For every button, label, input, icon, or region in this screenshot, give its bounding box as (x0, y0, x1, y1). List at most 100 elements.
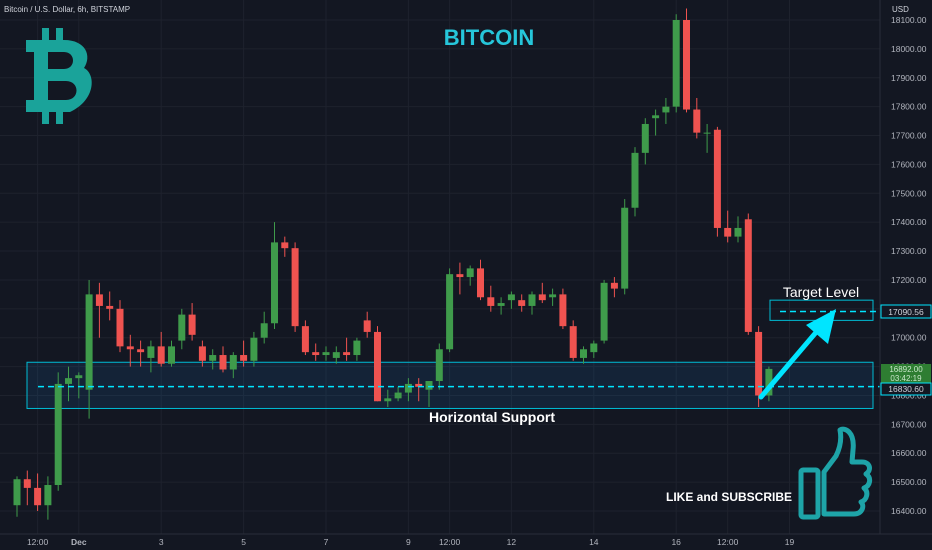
candle (188, 303, 196, 341)
time-tick-label: 12:00 (717, 537, 739, 547)
candle (250, 331, 258, 367)
candle (147, 340, 155, 373)
candle (374, 326, 381, 402)
time-tick-label: 12:00 (439, 537, 461, 547)
candle (363, 311, 371, 338)
candle (631, 147, 639, 217)
candle (641, 118, 649, 165)
price-lines (38, 310, 880, 388)
candle (229, 352, 237, 379)
candle (137, 340, 145, 367)
candle (219, 346, 227, 373)
candle (744, 213, 752, 335)
candle-body (734, 227, 742, 237)
candle-body (168, 346, 175, 364)
candle (672, 14, 680, 113)
candle (621, 199, 629, 295)
candle (466, 265, 474, 286)
price-tick-label: 16600.00 (891, 448, 927, 458)
candle-body (332, 352, 340, 358)
price-tick-label: 18000.00 (891, 44, 927, 54)
candle-body (54, 383, 62, 486)
candle (446, 268, 454, 353)
candle-body (631, 152, 639, 208)
candle-body (126, 346, 134, 350)
candle-body (713, 129, 721, 228)
candle-body (641, 123, 649, 153)
candle-body (374, 331, 381, 402)
candle-body (755, 331, 763, 396)
candle (662, 97, 670, 124)
candle (312, 343, 320, 361)
candle-body (446, 274, 454, 350)
time-tick-label: 12:00 (27, 537, 49, 547)
candle-body (610, 282, 618, 289)
candle (528, 291, 536, 315)
target-price-tag: 17090.56 (880, 304, 932, 319)
candle (703, 123, 711, 153)
candle-body (580, 349, 587, 358)
candle (198, 340, 206, 367)
price-tick-label: 17400.00 (891, 217, 927, 227)
candle-body (693, 109, 701, 133)
candle-body (528, 294, 536, 306)
candle-body (600, 282, 608, 341)
candle (580, 346, 587, 364)
candle-body (291, 248, 299, 327)
candle (260, 311, 268, 344)
candle-body (683, 20, 690, 110)
candle-body (456, 274, 464, 278)
candle-body (353, 340, 361, 356)
candle (168, 340, 175, 367)
price-tick-label: 17700.00 (891, 131, 927, 141)
time-tick-label: 12 (507, 537, 517, 547)
candle (126, 334, 134, 367)
candle-body (312, 352, 320, 356)
candle-body (652, 115, 660, 119)
candle (724, 210, 732, 243)
candle-body (425, 381, 433, 390)
candle-body (209, 355, 217, 361)
price-axis[interactable]: 16400.0016500.0016600.0016700.0016800.00… (891, 15, 927, 516)
candle (291, 242, 299, 332)
bitcoin-logo-icon (26, 28, 92, 124)
candle (755, 326, 763, 408)
candle-body (435, 349, 443, 382)
candle (693, 97, 701, 139)
candle (559, 288, 567, 330)
candle (116, 300, 124, 353)
candle (404, 378, 412, 402)
candle-body (23, 479, 31, 488)
candle-body (590, 343, 598, 353)
countdown-text: 03:42:19 (890, 374, 922, 383)
candle-body (147, 346, 155, 358)
thumbs-up-icon[interactable] (798, 426, 873, 520)
price-tick-label: 17500.00 (891, 188, 927, 198)
support-price-text: 16830.60 (888, 384, 924, 394)
candle (477, 259, 484, 301)
candle-body (219, 355, 227, 370)
candle-body (13, 479, 21, 506)
candle (384, 389, 392, 408)
candle-body (85, 294, 93, 390)
candle-body (569, 326, 577, 358)
candle (569, 320, 577, 361)
candle (332, 346, 340, 364)
price-tick-label: 17600.00 (891, 159, 927, 169)
time-tick-label: 5 (241, 537, 246, 547)
candle-body (384, 398, 392, 402)
price-tick-label: 16700.00 (891, 419, 927, 429)
candle (65, 366, 72, 402)
candle (652, 109, 660, 136)
candle (75, 372, 83, 399)
candle-body (477, 268, 484, 298)
price-tick-label: 17900.00 (891, 73, 927, 83)
time-tick-label: 7 (324, 537, 329, 547)
time-tick-label: 3 (159, 537, 164, 547)
candle-body (75, 375, 83, 379)
time-axis[interactable]: 12:00 Dec 3 5 7 9 12:00 12 14 16 12:00 19 (27, 537, 795, 547)
candle-body (301, 326, 309, 353)
like-subscribe-label: LIKE and SUBSCRIBE (666, 490, 792, 504)
